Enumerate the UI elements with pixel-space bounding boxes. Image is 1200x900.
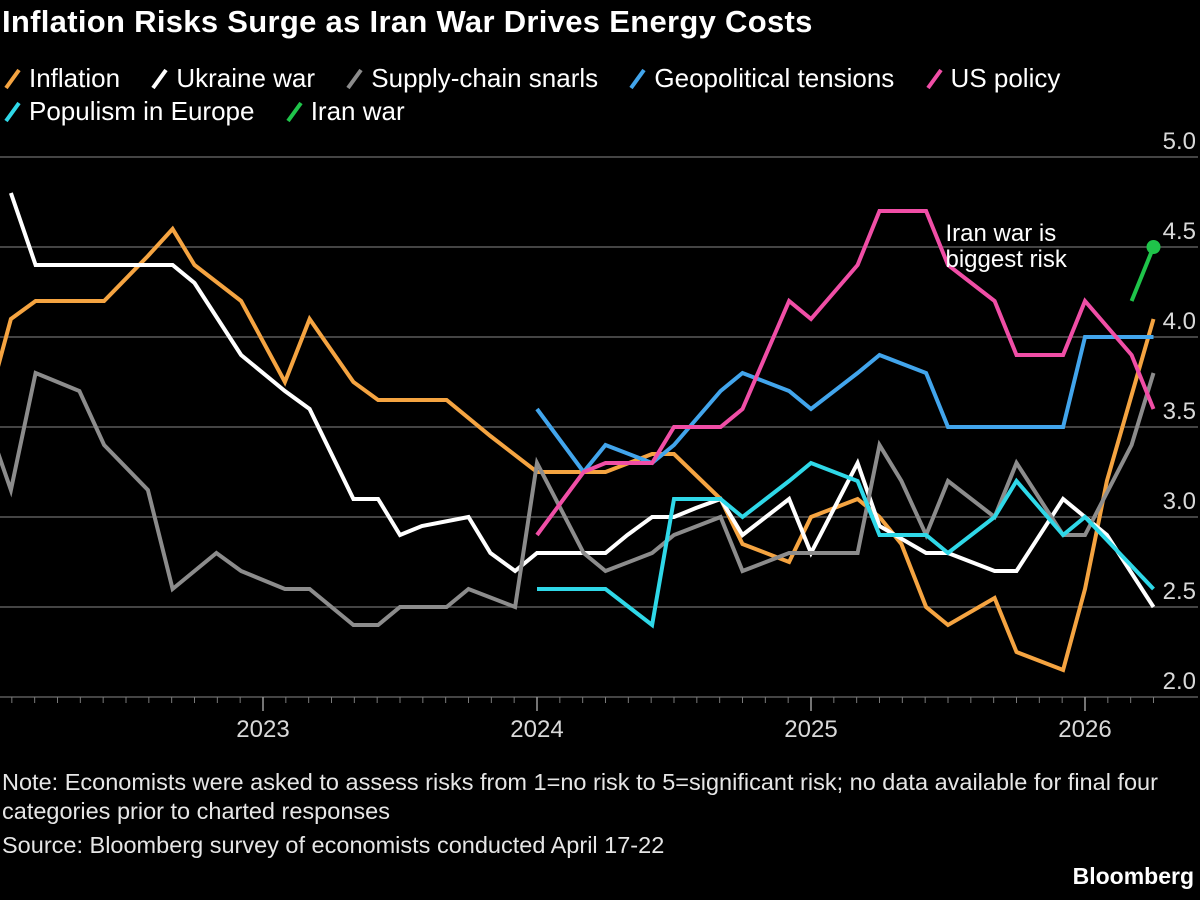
annotation-label: biggest risk [946,246,1068,273]
annotation-label: Iran war is [946,220,1057,247]
y-tick-label: 5.0 [1163,130,1196,155]
y-tick-label: 4.5 [1163,218,1196,245]
legend-swatch-geopolitical-tensions [629,68,647,90]
x-tick-label: 2023 [236,716,289,743]
legend-swatch-populism-in-europe [4,101,21,123]
legend-label-us-policy: US policy [950,63,1061,93]
source-text: Source: Bloomberg survey of economists c… [2,832,665,858]
note-text: Note: Economists were asked to assess ri… [2,769,1158,824]
legend-item-ukraine-war: Ukraine war [151,62,315,95]
y-tick-label: 3.0 [1163,488,1196,515]
legend-label-iran-war: Iran war [310,96,405,126]
x-tick-label: 2026 [1058,716,1111,743]
bloomberg-logo: Bloomberg [1072,863,1194,889]
legend-item-populism-in-europe: Populism in Europe [4,95,254,128]
series-line-supply-chain-snarls [0,370,1156,627]
y-tick-label: 3.5 [1163,398,1196,425]
annotation-marker [1146,240,1161,254]
legend-item-supply-chain-snarls: Supply-chain snarls [346,62,598,95]
x-tick-label: 2025 [784,716,837,743]
legend-item-iran-war: Iran war [286,95,405,128]
legend: Inflation Ukraine war Supply-chain snarl… [4,62,1194,128]
legend-label-geopolitical-tensions: Geopolitical tensions [654,63,895,93]
legend-item-us-policy: US policy [925,62,1061,95]
y-tick-label: 2.5 [1163,578,1196,605]
series-line-iran-war [1129,246,1156,302]
chart-title: Inflation Risks Surge as Iran War Drives… [2,4,813,39]
y-tick-label: 4.0 [1163,308,1196,335]
series-line-geopolitical-tensions [535,335,1154,476]
series-line-populism-in-europe [537,460,1155,629]
legend-label-populism-in-europe: Populism in Europe [29,96,255,126]
footnote: Note: Economists were asked to assess ri… [2,768,1192,860]
y-tick-label: 2.0 [1163,668,1196,695]
series-line-inflation [0,225,1156,673]
legend-swatch-inflation [4,68,21,90]
x-tick-label: 2024 [510,716,563,743]
legend-swatch-ukraine-war [151,68,168,90]
legend-item-geopolitical-tensions: Geopolitical tensions [629,62,894,95]
legend-swatch-supply-chain-snarls [346,68,363,90]
legend-label-ukraine-war: Ukraine war [176,63,316,93]
legend-row: Inflation Ukraine war Supply-chain snarl… [4,62,1194,95]
legend-swatch-us-policy [925,68,943,90]
line-chart: 2.0 2.5 3.0 3.5 4.0 4.5 5.0 2023 2024 2025 2026 Ira… [0,130,1198,743]
series-line-us-policy [535,209,1156,537]
legend-label-supply-chain-snarls: Supply-chain snarls [371,63,599,93]
legend-swatch-iran-war [286,101,303,123]
legend-row: Populism in Europe Iran war [4,95,1194,128]
legend-label-inflation: Inflation [29,63,121,93]
legend-item-inflation: Inflation [4,62,120,95]
